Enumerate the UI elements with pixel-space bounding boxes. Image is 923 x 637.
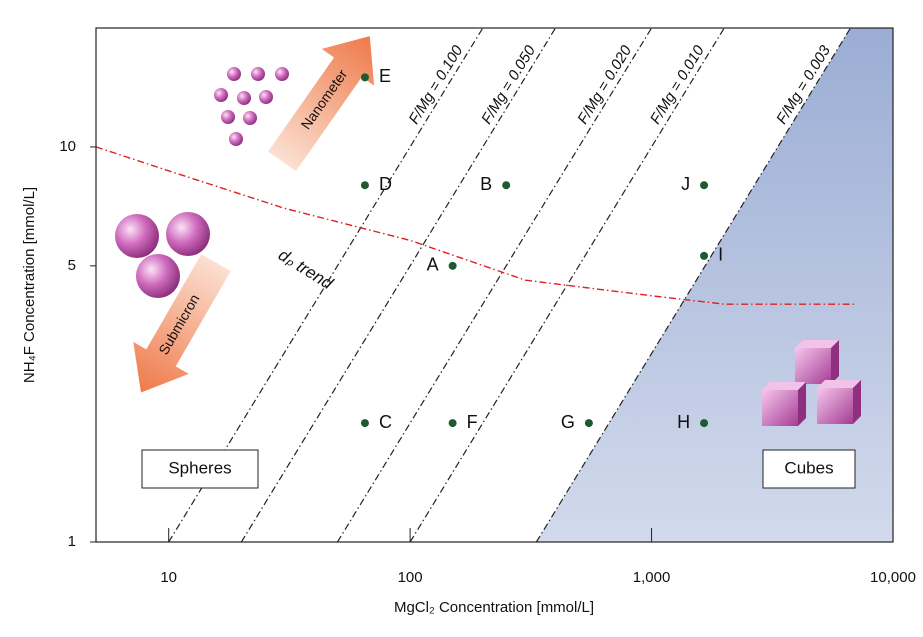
annotation: dₚ trend — [275, 245, 337, 293]
chart: Nanometer Submicron Spheres Cubes dₚ tre… — [0, 0, 923, 632]
point-label: I — [718, 245, 723, 265]
point — [700, 419, 708, 427]
ratio-line — [241, 28, 555, 542]
x-tick-label: 1,000 — [633, 569, 671, 586]
y-axis-label: NH₄F Concentration [mmol/L] — [21, 187, 38, 383]
point-label: E — [379, 66, 391, 86]
x-axis-label: MgCl₂ Concentration [mmol/L] — [394, 599, 594, 616]
ratio-label: F/Mg = 0.050 — [478, 42, 539, 127]
point-label: A — [427, 255, 439, 275]
y-tick-label: 10 — [59, 138, 76, 155]
x-tick-label: 10 — [160, 569, 177, 586]
point — [449, 419, 457, 427]
point — [361, 181, 369, 189]
nanometer-arrow: Nanometer — [256, 18, 396, 180]
point-label: F — [467, 412, 478, 432]
point-label: C — [379, 412, 392, 432]
x-tick-label: 10,000 — [870, 569, 916, 586]
point — [502, 181, 510, 189]
y-tick-label: 1 — [68, 533, 76, 550]
x-tick-label: 100 — [398, 569, 423, 586]
ratio-label: F/Mg = 0.010 — [647, 42, 708, 127]
point — [361, 73, 369, 81]
nanometer-spheres — [214, 67, 289, 146]
annotation: Spheres — [168, 458, 231, 477]
point-label: H — [677, 412, 690, 432]
point — [585, 419, 593, 427]
y-tick-label: 5 — [68, 257, 76, 274]
point — [700, 252, 708, 260]
point-label: J — [681, 174, 690, 194]
point-label: B — [480, 174, 492, 194]
annotation: Cubes — [784, 458, 833, 477]
ratio-label: F/Mg = 0.020 — [574, 42, 635, 127]
ratio-label: F/Mg = 0.100 — [406, 42, 467, 127]
point-label: G — [561, 412, 575, 432]
point — [449, 262, 457, 270]
point — [361, 419, 369, 427]
point-label: D — [379, 174, 392, 194]
point — [700, 181, 708, 189]
